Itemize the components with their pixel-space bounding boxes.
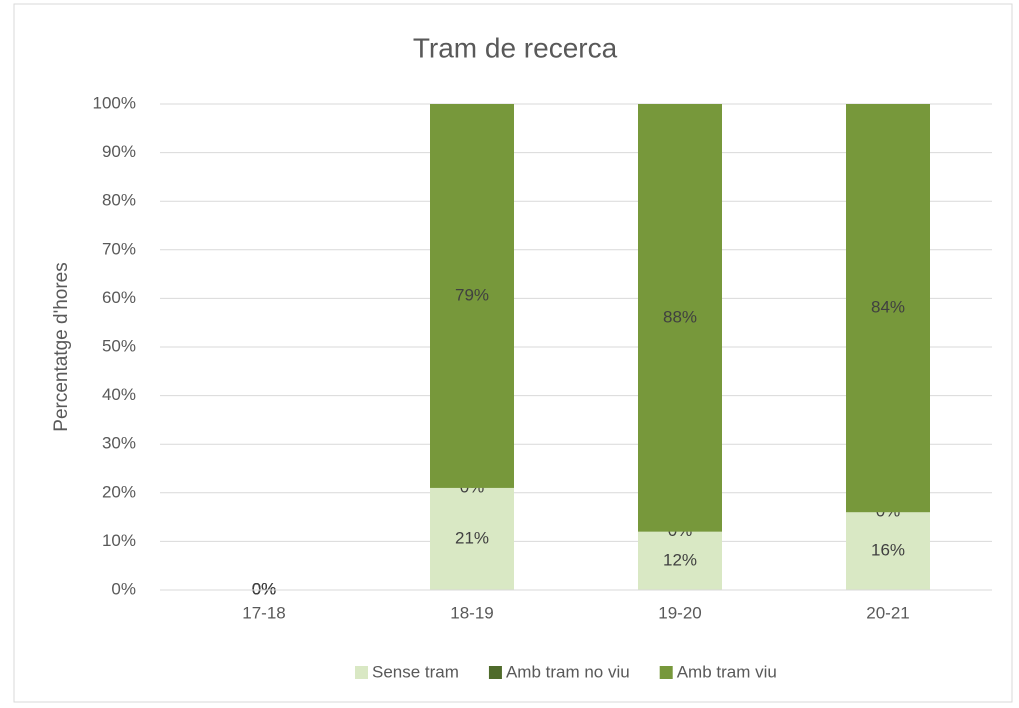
legend-swatch (659, 666, 673, 679)
chart-title: Tram de recerca (413, 32, 618, 63)
y-tick-label: 20% (102, 482, 136, 501)
data-label: 21% (455, 528, 489, 547)
y-tick-label: 50% (102, 336, 136, 355)
data-label: 0% (252, 579, 277, 598)
data-label: 0% (252, 579, 277, 598)
data-label: 84% (871, 298, 905, 317)
y-tick-label: 40% (102, 385, 136, 404)
legend-label: Amb tram viu (677, 662, 777, 681)
bar-segment (638, 531, 722, 590)
y-tick-label: 90% (102, 142, 136, 161)
y-tick-label: 30% (102, 434, 136, 453)
x-tick-label: 20-21 (866, 603, 909, 622)
y-tick-label: 70% (102, 239, 136, 258)
data-label: 12% (663, 550, 697, 569)
data-label: 88% (663, 307, 697, 326)
x-tick-label: 17-18 (242, 603, 285, 622)
bar-segment (846, 512, 930, 590)
legend-label: Amb tram no viu (506, 662, 630, 681)
data-label: 0% (252, 579, 277, 598)
y-tick-label: 0% (111, 579, 136, 598)
legend-swatch (355, 666, 368, 679)
legend-swatch (488, 666, 502, 679)
bar-segment (846, 104, 930, 513)
bar-segment (638, 104, 722, 532)
y-tick-label: 100% (93, 93, 136, 112)
y-tick-label: 10% (102, 531, 136, 550)
x-tick-label: 18-19 (450, 603, 493, 622)
y-tick-label: 60% (102, 288, 136, 307)
bar-segment (430, 104, 514, 488)
data-label: 16% (871, 541, 905, 560)
y-axis-label: Percentatge d'hores (51, 262, 72, 431)
y-tick-label: 80% (102, 191, 136, 210)
x-tick-label: 19-20 (658, 603, 701, 622)
legend-label: Sense tram (372, 662, 459, 681)
bar-segment (430, 487, 514, 590)
data-label: 79% (455, 285, 489, 304)
